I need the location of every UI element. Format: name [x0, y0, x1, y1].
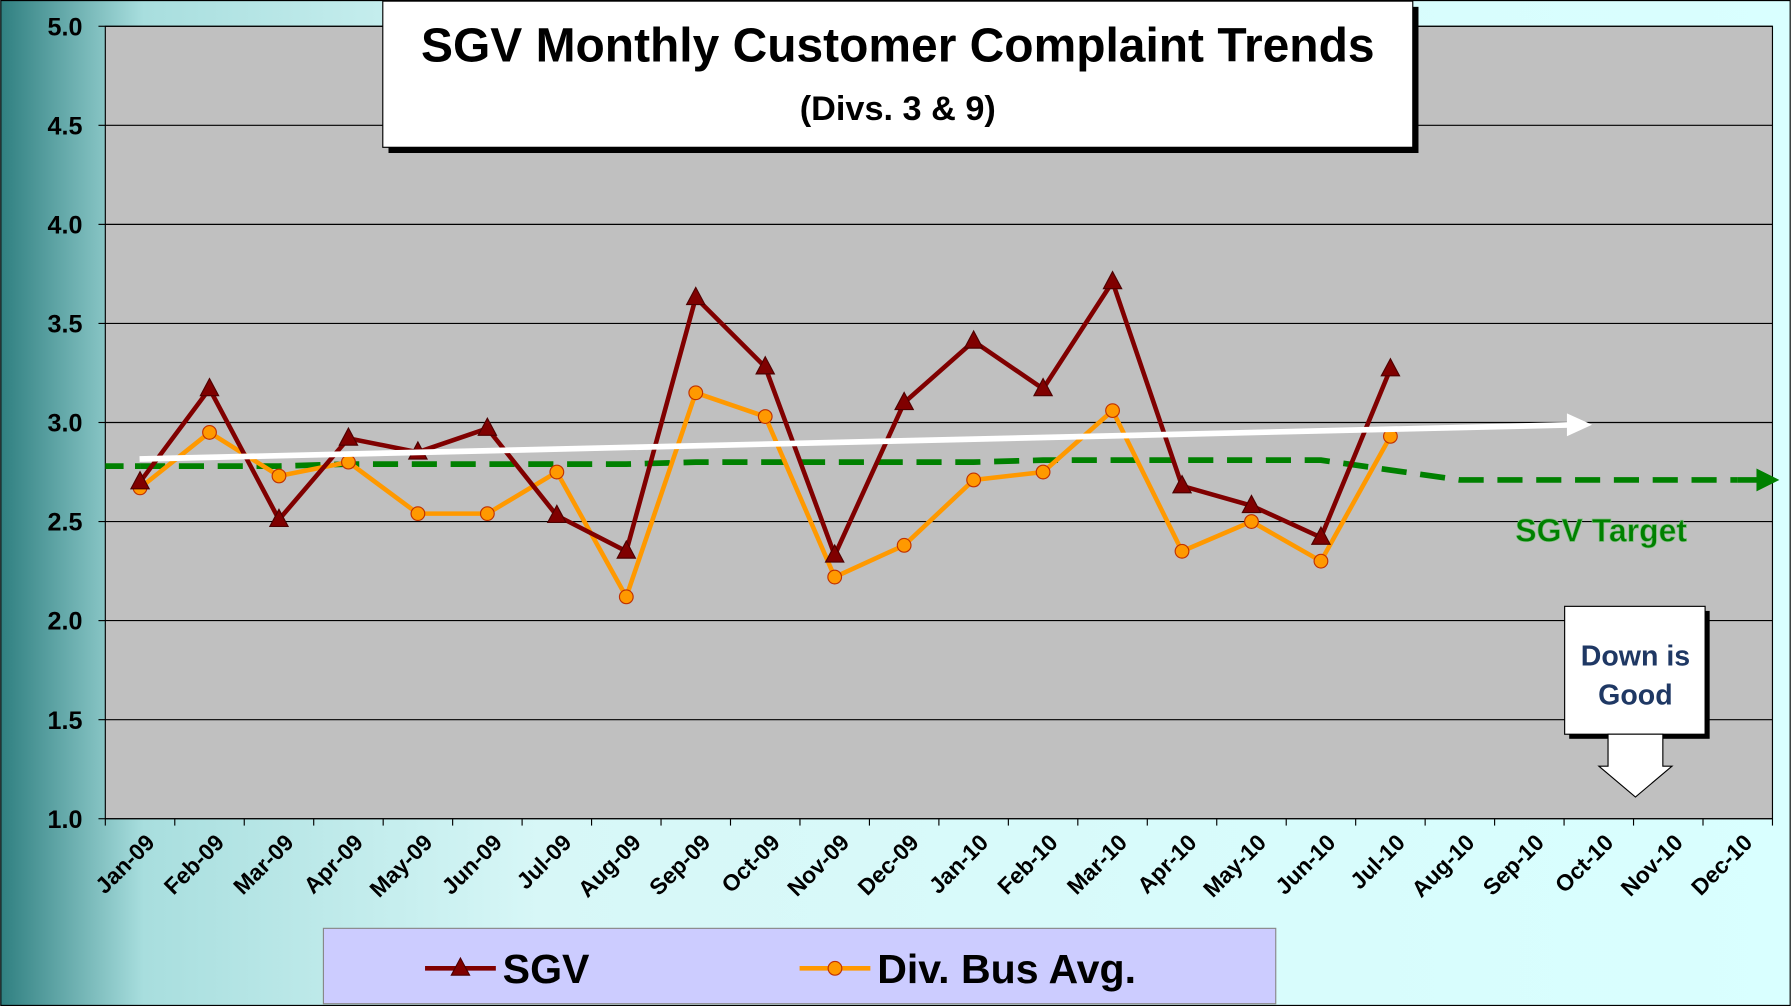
point-marker [688, 385, 704, 401]
target-arrow [1756, 468, 1780, 492]
target-label: SGV Target [1515, 512, 1687, 548]
point-marker [546, 504, 567, 524]
note-text: Good [1598, 680, 1672, 712]
point-marker [1171, 474, 1193, 494]
point-marker [618, 589, 634, 605]
point-marker [341, 454, 356, 470]
point-marker [963, 329, 984, 349]
y-tick-label: 4.5 [48, 112, 83, 140]
point-marker [1105, 403, 1120, 419]
point-marker [1035, 464, 1051, 480]
point-marker [479, 506, 495, 522]
title-box [382, 0, 1414, 148]
point-marker [1313, 553, 1329, 569]
point-marker [966, 472, 982, 488]
point-marker [199, 377, 220, 397]
note-box [1564, 605, 1706, 735]
point-marker [1174, 543, 1190, 559]
y-tick-label: 5.0 [48, 13, 83, 41]
point-marker [1102, 270, 1123, 290]
trend-line [139, 421, 1577, 462]
y-tick-label: 3.5 [48, 311, 83, 339]
point-marker [824, 543, 845, 563]
y-tick-label: 1.5 [48, 707, 83, 735]
point-marker [549, 464, 565, 480]
trend-arrow [1566, 413, 1593, 437]
point-marker [616, 539, 637, 559]
point-marker [410, 506, 426, 522]
point-marker [268, 508, 290, 527]
y-tick-label: 2.5 [48, 509, 83, 537]
point-marker [685, 286, 706, 306]
chart-title: SGV Monthly Customer Complaint Trends [421, 20, 1375, 73]
point-marker [202, 424, 217, 440]
point-marker [1380, 357, 1401, 377]
legend-label: Div. Bus Avg. [877, 946, 1136, 992]
point-marker [1241, 494, 1262, 514]
point-marker [271, 468, 287, 484]
point-marker [1310, 525, 1332, 545]
point-marker [338, 426, 359, 446]
point-marker [129, 470, 151, 490]
point-marker [450, 956, 471, 976]
chart-subtitle: (Divs. 3 & 9) [800, 90, 996, 128]
point-marker [757, 409, 773, 424]
y-tick-label: 4.0 [48, 212, 83, 240]
point-marker [827, 569, 843, 585]
point-marker [827, 960, 843, 976]
legend-label: SGV [503, 946, 590, 992]
y-tick-label: 1.0 [48, 806, 83, 834]
point-marker [1244, 514, 1259, 529]
point-marker [755, 355, 776, 375]
y-tick-label: 2.0 [48, 608, 83, 636]
target-line [140, 457, 1738, 483]
y-tick-label: 3.0 [48, 410, 83, 438]
point-marker [1033, 377, 1054, 397]
point-marker [477, 416, 498, 436]
point-marker [894, 391, 915, 411]
point-marker [896, 537, 912, 553]
note-arrow [1597, 733, 1674, 798]
note-text: Down is [1581, 641, 1690, 673]
